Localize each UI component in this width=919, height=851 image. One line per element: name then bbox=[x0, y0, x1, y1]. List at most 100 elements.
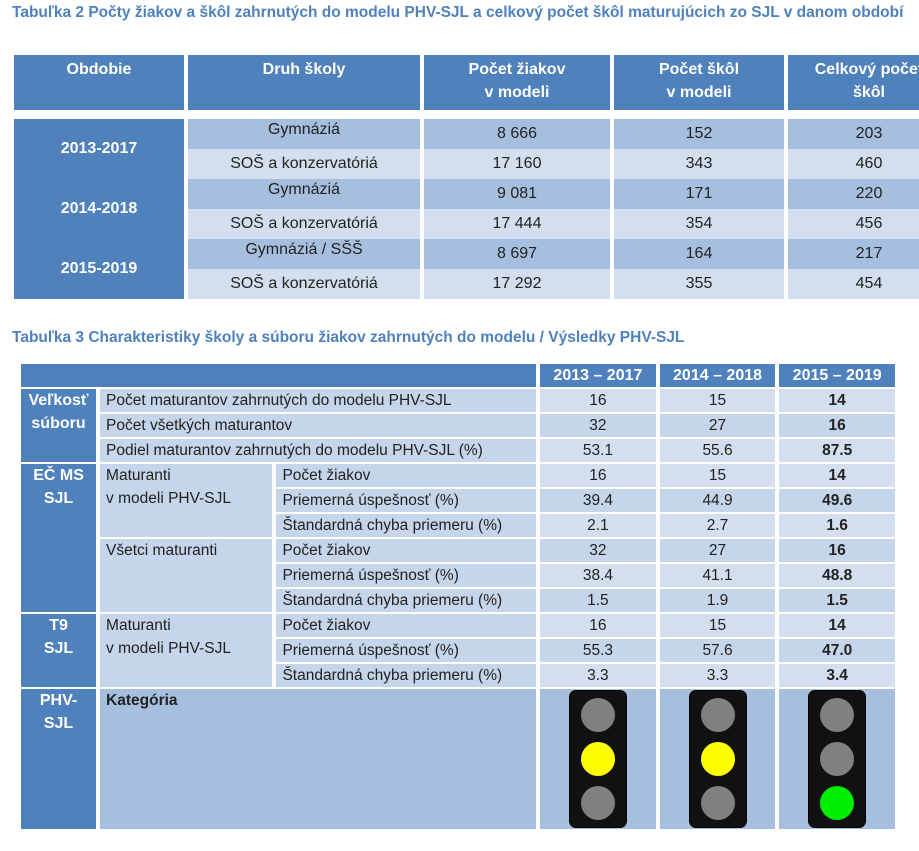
value-cell: 14 bbox=[779, 464, 895, 487]
schools-cell: 354 bbox=[614, 209, 784, 239]
header-total: Celkový počet škôl bbox=[788, 55, 919, 110]
students-cell: 17 292 bbox=[424, 269, 610, 299]
lamp-bottom bbox=[700, 786, 735, 820]
value-cell: 15 bbox=[659, 389, 776, 412]
value-cell: 1.9 bbox=[659, 589, 776, 612]
table-row: SOŠ a konzervatóriá 17 444 354 456 bbox=[14, 209, 919, 239]
value-cell: 16 bbox=[779, 414, 895, 437]
row-label: Podiel maturantov zahrnutých do modelu P… bbox=[100, 439, 537, 462]
value-cell: 14 bbox=[779, 389, 895, 412]
row-label: Počet žiakov bbox=[276, 539, 537, 562]
schools-cell: 152 bbox=[614, 119, 784, 149]
value-cell: 48.8 bbox=[779, 564, 895, 587]
section-t9-sjl: T9 SJL bbox=[21, 614, 97, 687]
value-cell: 3.3 bbox=[540, 664, 656, 687]
lamp-top bbox=[700, 698, 735, 732]
value-cell: 49.6 bbox=[779, 489, 895, 512]
value-cell: 15 bbox=[659, 464, 776, 487]
period-cell: 2014-2018 bbox=[14, 179, 184, 239]
table-row: Štandardná chyba priemeru (%) 2.1 2.7 1.… bbox=[21, 514, 895, 537]
value-cell: 2.7 bbox=[659, 514, 776, 537]
row-label: Počet žiakov bbox=[276, 614, 537, 637]
period-cell: 2015-2019 bbox=[14, 239, 184, 299]
schools-cell: 171 bbox=[614, 179, 784, 209]
lamp-middle bbox=[700, 742, 735, 776]
traffic-light-cell bbox=[659, 689, 776, 829]
group-label: Maturanti v modeli PHV-SJL bbox=[100, 614, 273, 687]
students-cell: 17 444 bbox=[424, 209, 610, 239]
lamp-top bbox=[820, 698, 855, 732]
school-type-cell: Gymnáziá bbox=[188, 119, 420, 149]
school-type-cell: Gymnáziá / SŠŠ bbox=[188, 239, 420, 269]
value-cell: 1.5 bbox=[779, 589, 895, 612]
value-cell: 39.4 bbox=[540, 489, 656, 512]
school-type-cell: SOŠ a konzervatóriá bbox=[188, 269, 420, 299]
value-cell: 16 bbox=[540, 464, 656, 487]
value-cell: 87.5 bbox=[779, 439, 895, 462]
schools-cell: 164 bbox=[614, 239, 784, 269]
value-cell: 32 bbox=[540, 539, 656, 562]
table-row: T9 SJL Maturanti v modeli PHV-SJL Počet ži… bbox=[21, 614, 895, 687]
row-label: Počet žiakov bbox=[276, 464, 537, 487]
row-label: Priemerná úspešnosť (%) bbox=[276, 564, 537, 587]
table-row: Štandardná chyba priemeru (%) 1.5 1.9 1.… bbox=[21, 589, 895, 612]
table-row: SOŠ a konzervatóriá 17 160 343 460 bbox=[14, 149, 919, 179]
traffic-light-yellow-icon bbox=[569, 691, 626, 827]
lamp-middle bbox=[820, 742, 855, 776]
table-row: EČ MS SJL Maturanti v modeli PHV-SJL Počet… bbox=[21, 464, 895, 612]
row-label: Štandardná chyba priemeru (%) bbox=[276, 514, 537, 537]
table-row: Štandardná chyba priemeru (%) 3.3 3.3 3.… bbox=[21, 664, 895, 687]
value-cell: 27 bbox=[659, 414, 776, 437]
header-schools: Počet škôl v modeli bbox=[614, 55, 784, 110]
table-row: 2015-2019 Gymnáziá / SŠŠ 8 697 164 217 bbox=[14, 239, 919, 299]
traffic-light-cell bbox=[540, 689, 656, 829]
value-cell: 1.5 bbox=[540, 589, 656, 612]
table-row: Všetci maturanti Počet žiakov 32 27 16 bbox=[21, 539, 895, 612]
period-cell: 2013-2017 bbox=[14, 119, 184, 179]
school-type-cell: Gymnáziá bbox=[188, 179, 420, 209]
students-cell: 8 697 bbox=[424, 239, 610, 269]
table-row: 2014-2018 Gymnáziá 9 081 171 220 bbox=[14, 179, 919, 239]
table-row: Priemerná úspešnosť (%) 38.4 41.1 48.8 bbox=[21, 564, 895, 587]
value-cell: 27 bbox=[659, 539, 776, 562]
value-cell: 1.6 bbox=[779, 514, 895, 537]
value-cell: 53.1 bbox=[540, 439, 656, 462]
category-label: Kategória bbox=[100, 689, 537, 829]
school-type-cell: SOŠ a konzervatóriá bbox=[188, 149, 420, 179]
students-cell: 9 081 bbox=[424, 179, 610, 209]
value-cell: 55.6 bbox=[659, 439, 776, 462]
header-school-type: Druh školy bbox=[188, 55, 420, 110]
lamp-top bbox=[580, 698, 615, 732]
students-cell: 17 160 bbox=[424, 149, 610, 179]
header-blank bbox=[21, 364, 537, 387]
school-type-cell: SOŠ a konzervatóriá bbox=[188, 209, 420, 239]
table-row: 2013-2017 Gymnáziá 8 666 152 203 bbox=[14, 119, 919, 179]
table2-header-row: Obdobie Druh školy Počet žiakov v modeli … bbox=[14, 55, 919, 110]
total-cell: 454 bbox=[788, 269, 919, 299]
lamp-bottom bbox=[580, 786, 615, 820]
header-students: Počet žiakov v modeli bbox=[424, 55, 610, 110]
row-label: Počet maturantov zahrnutých do modelu PH… bbox=[100, 389, 537, 412]
traffic-light-green-icon bbox=[809, 691, 866, 827]
value-cell: 16 bbox=[540, 614, 656, 637]
table-row: Priemerná úspešnosť (%) 39.4 44.9 49.6 bbox=[21, 489, 895, 512]
table-row: PHV- SJL Kategória bbox=[21, 689, 895, 829]
row-label: Počet všetkých maturantov bbox=[100, 414, 537, 437]
traffic-light-yellow-icon bbox=[689, 691, 746, 827]
row-label: Štandardná chyba priemeru (%) bbox=[276, 664, 537, 687]
table-row: Počet všetkých maturantov 32 27 16 bbox=[21, 414, 895, 437]
value-cell: 57.6 bbox=[659, 639, 776, 662]
lamp-middle bbox=[580, 742, 615, 776]
table2-school-counts: Obdobie Druh školy Počet žiakov v modeli … bbox=[10, 55, 919, 299]
header-period: Obdobie bbox=[14, 55, 184, 110]
value-cell: 16 bbox=[540, 389, 656, 412]
value-cell: 2.1 bbox=[540, 514, 656, 537]
value-cell: 3.3 bbox=[659, 664, 776, 687]
table-row: SOŠ a konzervatóriá 17 292 355 454 bbox=[14, 269, 919, 299]
section-phv-sjl: PHV- SJL bbox=[21, 689, 97, 829]
total-cell: 460 bbox=[788, 149, 919, 179]
value-cell: 3.4 bbox=[779, 664, 895, 687]
value-cell: 14 bbox=[779, 614, 895, 637]
schools-cell: 343 bbox=[614, 149, 784, 179]
total-cell: 203 bbox=[788, 119, 919, 149]
